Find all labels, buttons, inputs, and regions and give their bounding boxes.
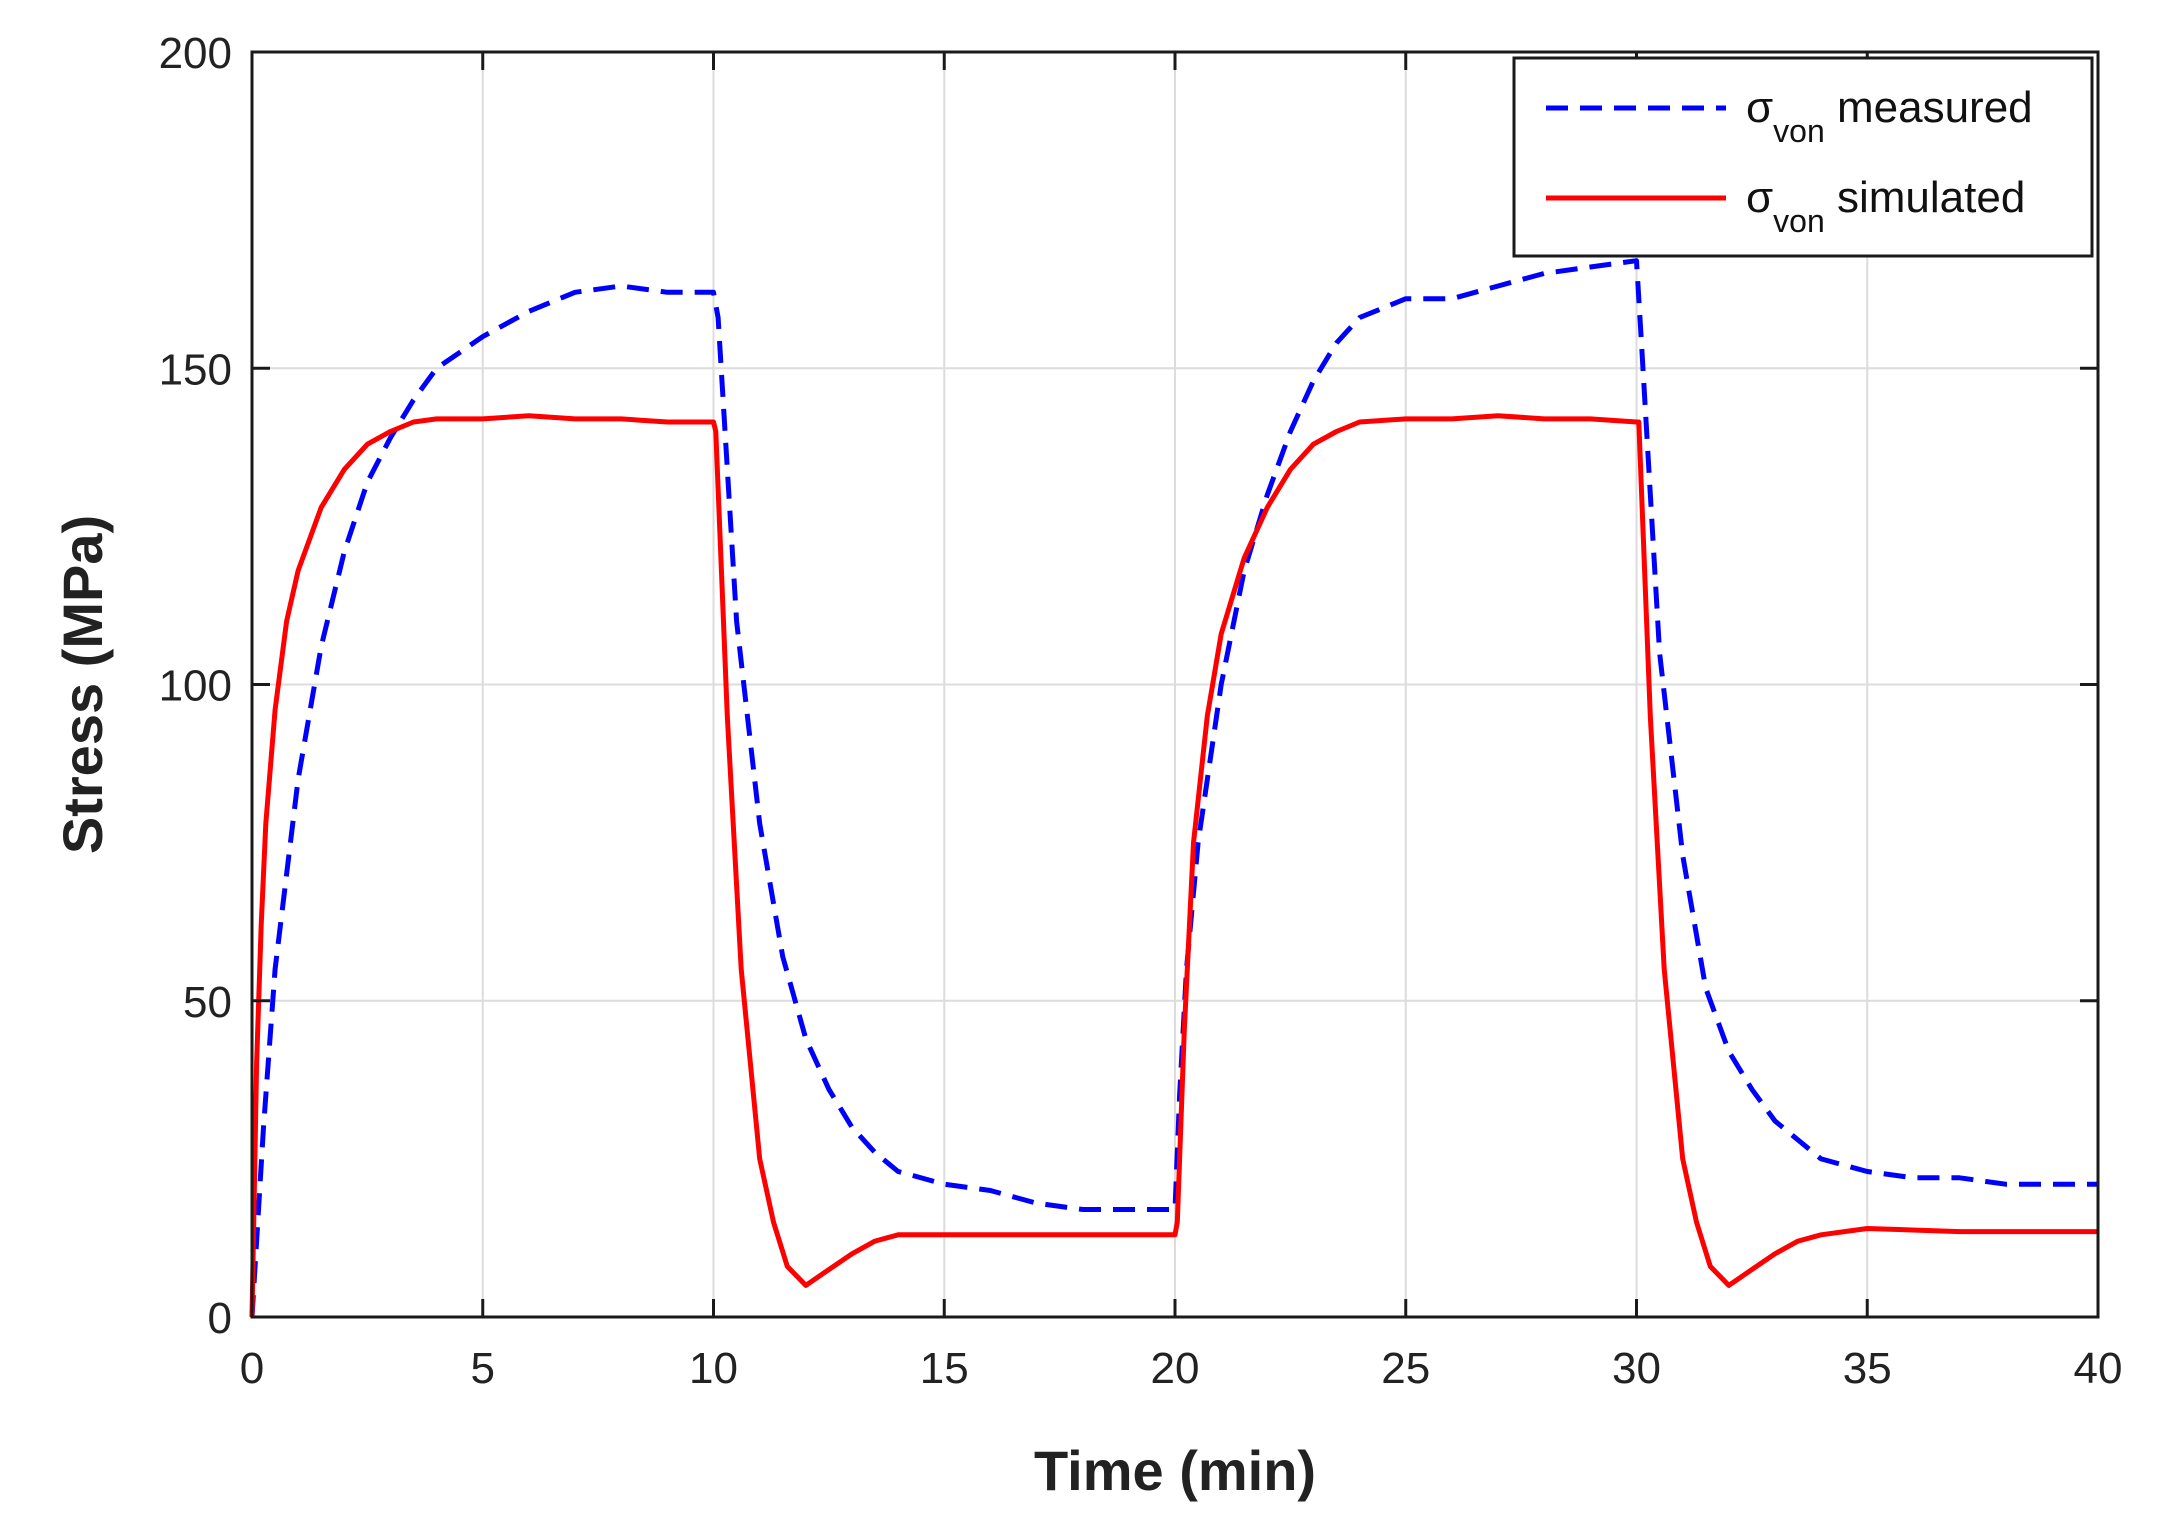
x-tick-label: 10	[689, 1344, 738, 1393]
x-tick-label: 30	[1612, 1344, 1661, 1393]
x-tick-label: 0	[240, 1344, 264, 1393]
axis-ticks: 0 5 10 15 20 25 30 35 40 0 50 100 150 200	[159, 29, 2123, 1393]
legend-label-simulated: σvon simulated	[1746, 173, 2025, 239]
x-tick-label: 5	[471, 1344, 495, 1393]
series-line-simulated	[249, 413, 2098, 1318]
series-line-measured	[249, 258, 2098, 1318]
x-tick-label: 40	[2074, 1344, 2123, 1393]
x-tick-label: 35	[1843, 1344, 1892, 1393]
y-tick-label: 0	[208, 1294, 232, 1343]
legend: σvon measured σvon simulated	[1512, 56, 2094, 258]
x-axis-title: Time (min)	[1034, 1439, 1316, 1502]
series-group	[249, 258, 2098, 1318]
y-tick-label: 150	[159, 345, 232, 394]
x-tick-label: 15	[920, 1344, 969, 1393]
y-tick-label: 100	[159, 662, 232, 711]
legend-box	[1512, 56, 2094, 258]
legend-label-measured: σvon measured	[1746, 83, 2033, 149]
x-tick-label: 20	[1151, 1344, 1200, 1393]
y-axis-title: Stress (MPa)	[51, 515, 114, 854]
y-tick-label: 50	[183, 978, 232, 1027]
y-tick-label: 200	[159, 29, 232, 78]
x-tick-label: 25	[1381, 1344, 1430, 1393]
